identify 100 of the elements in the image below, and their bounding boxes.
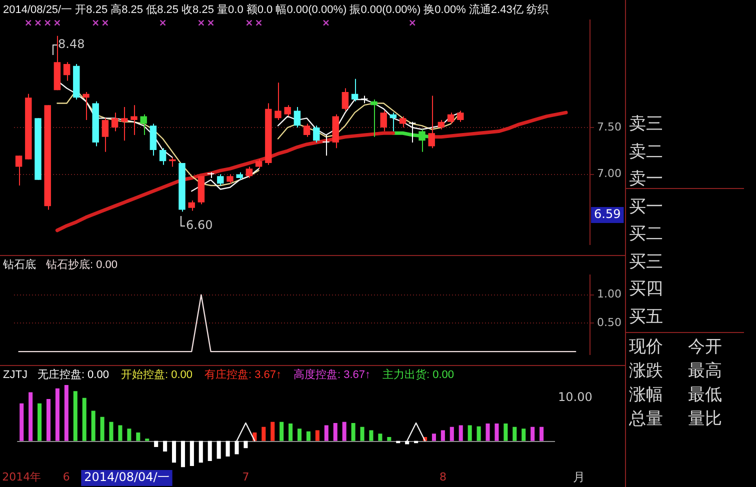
annotation: 6.60 [186, 218, 213, 232]
bar [82, 398, 86, 441]
bar [136, 432, 140, 441]
bar [190, 440, 194, 466]
bar [46, 398, 51, 441]
text: 2014/08/04/一 [84, 470, 170, 484]
bar [333, 422, 338, 441]
bar [440, 430, 445, 441]
bar [369, 430, 374, 441]
bar [262, 426, 266, 441]
bar [530, 426, 535, 441]
y-tick-label: 7.00 [597, 167, 622, 180]
text: 最低 [688, 385, 722, 405]
text: 月 [573, 470, 585, 484]
text: 卖一 [629, 169, 663, 189]
bar [91, 410, 96, 441]
bar [180, 440, 185, 468]
text: 主力出货: 0.00 [382, 368, 454, 382]
text: 总量 [629, 409, 663, 429]
bar [387, 436, 392, 441]
bar [432, 434, 436, 441]
text: 买二 [629, 224, 663, 244]
text: 涨幅 [629, 385, 663, 405]
y-tick-label: 7.50 [597, 120, 622, 134]
candlestick [178, 162, 186, 212]
bar [351, 422, 356, 441]
candlestick [34, 118, 42, 180]
bar [486, 424, 490, 441]
bar [154, 440, 158, 448]
chart-title: ZJTJ [3, 369, 28, 382]
text: 无庄控盘: 0.00 [37, 368, 109, 382]
text: 6.59 [594, 207, 621, 222]
candlestick [226, 174, 234, 184]
bar [244, 440, 248, 448]
bar [468, 425, 472, 441]
text: 卖二 [629, 142, 663, 162]
text: 最高 [688, 361, 722, 381]
chart-title: 2014/08/25/一 开8.25 高8.25 低8.25 收8.25 量0.0 额0.0 幅0.00(0.00%) 振0.00(0.00%) 换0.00% 流通2.43亿 纺织 [3, 3, 548, 16]
bar [198, 440, 203, 463]
bar [172, 440, 176, 463]
bar [512, 426, 517, 441]
bar [38, 403, 42, 441]
bar [315, 430, 320, 441]
candlestick [92, 100, 99, 147]
y-tick-label: 0.50 [597, 316, 622, 330]
bar [360, 426, 364, 441]
text: 买三 [629, 252, 663, 272]
candlestick [25, 93, 32, 160]
text: 买一 [629, 196, 663, 216]
bar [163, 440, 168, 452]
text: 卖三 [629, 114, 663, 134]
bar [342, 422, 346, 441]
bar [20, 403, 24, 441]
bar [288, 424, 293, 441]
bar [234, 440, 239, 454]
bar [280, 422, 284, 441]
bar [522, 428, 526, 441]
candlestick [140, 114, 147, 136]
candlestick [380, 110, 387, 132]
x-tick-label: 7 [242, 470, 250, 484]
bar [476, 426, 481, 441]
candlestick [217, 174, 224, 186]
candlestick [274, 82, 282, 121]
bar [494, 424, 499, 441]
chart-title: 钻石底 [2, 258, 36, 272]
bar [504, 424, 508, 441]
bar [450, 426, 454, 441]
x-tick-label: 2014年 [2, 470, 42, 484]
bar [297, 428, 302, 441]
text: 有庄控盘: 3.67↑ [204, 368, 282, 382]
bar [118, 425, 122, 441]
text: 买四 [629, 279, 663, 299]
text: 现价 [629, 337, 663, 357]
bar [55, 388, 60, 441]
text: 钻石抄底: 0.00 [45, 258, 118, 272]
bar [458, 425, 463, 441]
bar [378, 434, 382, 441]
bar [226, 440, 230, 457]
candlestick [457, 110, 464, 122]
text: 买五 [629, 306, 663, 326]
bar [64, 385, 68, 441]
bar [270, 422, 275, 441]
legend-label: 开始控盘: 0.00 [120, 369, 192, 382]
bar [28, 392, 33, 441]
bar [127, 428, 132, 441]
bar [216, 440, 221, 459]
candlestick [121, 106, 128, 142]
bar [100, 416, 104, 441]
annotation: 8.48 [58, 37, 85, 52]
candlestick [284, 104, 291, 117]
bar [324, 425, 328, 441]
bar [109, 422, 114, 441]
text: 量比 [688, 409, 722, 429]
bar [73, 391, 78, 441]
bar [540, 426, 544, 441]
text: 高度控盘: 3.67↑ [294, 368, 371, 382]
x-tick-label: 8 [439, 470, 446, 484]
text: 10.00 [558, 390, 592, 404]
text: 涨跌 [629, 361, 663, 381]
y-tick-label: 1.00 [597, 288, 622, 301]
